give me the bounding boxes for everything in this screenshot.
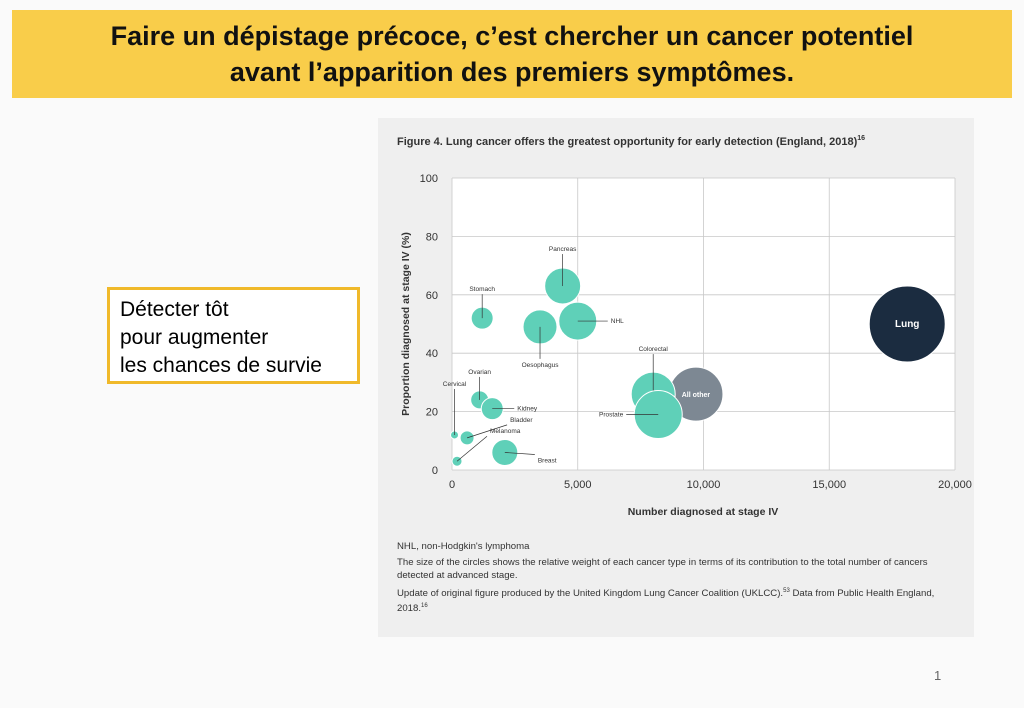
source-text: Update of original figure produced by th…: [397, 588, 784, 600]
bubble-label: Bladder: [510, 417, 533, 424]
x-tick-label: 0: [449, 479, 455, 491]
x-tick-label: 10,000: [687, 479, 721, 491]
source: Update of original figure produced by th…: [397, 585, 957, 615]
source-ref: 16: [421, 603, 428, 610]
y-tick-label: 0: [432, 465, 438, 477]
bubble-label: Colorectal: [639, 346, 669, 353]
bubble-label: Oesophagus: [522, 362, 560, 369]
source-ref: 53: [783, 588, 790, 594]
chart-title: Figure 4. Lung cancer offers the greates…: [397, 135, 865, 148]
leader-line: [466, 424, 508, 439]
y-axis-label: Proportion diagnosed at stage IV (%): [400, 232, 412, 416]
chart-notes: NHL, non-Hodgkin's lymphoma The size of …: [397, 540, 957, 618]
bubble-label: Ovarian: [468, 369, 491, 376]
bubble-label: Cervical: [443, 381, 467, 388]
bubble-label: Lung: [895, 319, 919, 330]
note: NHL, non-Hodgkin's lymphoma: [397, 541, 530, 552]
callout: Détecter tôt pour augmenter les chances …: [107, 287, 360, 384]
bubble-label: Kidney: [517, 406, 538, 413]
bubble: [868, 285, 946, 363]
header-line: Faire un dépistage précoce, c’est cherch…: [110, 21, 914, 51]
bubble-label: Stomach: [469, 286, 495, 293]
y-tick-label: 100: [420, 173, 438, 185]
chart-title-ref: 16: [857, 135, 865, 142]
y-tick-label: 60: [426, 290, 438, 302]
page-number: 1: [934, 668, 942, 683]
bubble-label: Melanoma: [490, 428, 521, 435]
y-tick-label: 80: [426, 231, 438, 243]
x-tick-label: 20,000: [938, 479, 972, 491]
leader-line: [504, 452, 535, 455]
leader-line: [456, 435, 488, 462]
bubble-label: Pancreas: [549, 246, 577, 253]
x-tick-label: 15,000: [812, 479, 846, 491]
x-axis-label: Number diagnosed at stage IV: [628, 506, 779, 518]
header-line: avant l’apparition des premiers symptôme…: [229, 57, 795, 87]
note: The size of the circles shows the relati…: [397, 557, 928, 581]
callout-line: les chances de survie: [120, 354, 322, 377]
bubble-label: Breast: [538, 457, 557, 464]
y-tick-label: 20: [426, 407, 438, 419]
bubble-label: All other: [682, 392, 711, 399]
y-tick-label: 40: [426, 348, 438, 360]
x-tick-label: 5,000: [564, 479, 592, 491]
source-tail: Data from Public Health England, 2018.: [397, 588, 935, 615]
bubble-label: Prostate: [599, 412, 624, 419]
bubble-label: NHL: [611, 318, 624, 325]
header: Faire un dépistage précoce, c’est cherch…: [12, 10, 1012, 98]
chart-title-text: Figure 4. Lung cancer offers the greates…: [397, 136, 858, 148]
callout-line: Détecter tôt: [120, 298, 229, 321]
callout-line: pour augmenter: [120, 326, 269, 349]
